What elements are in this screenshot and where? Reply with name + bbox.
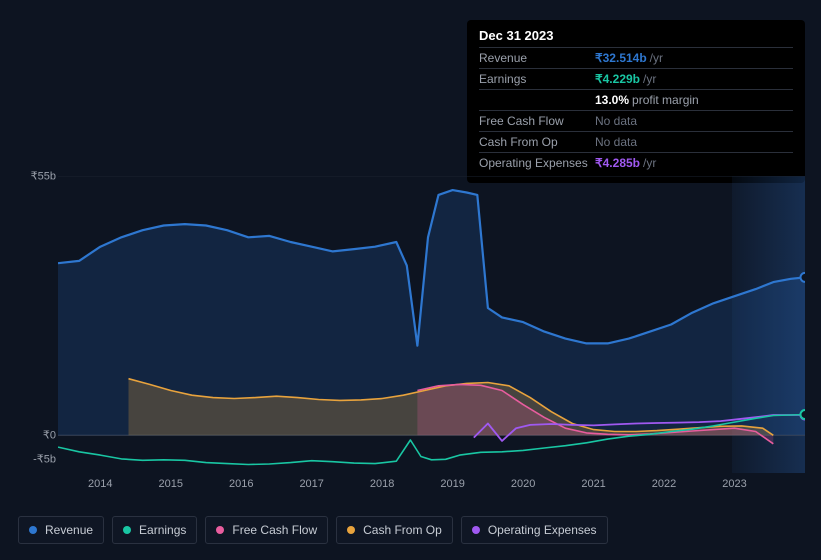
tooltip-value: ₹32.514b	[595, 51, 647, 65]
legend-dot-icon	[29, 526, 37, 534]
x-tick-label: 2022	[644, 478, 684, 490]
tooltip-label: Earnings	[479, 72, 595, 86]
x-tick-label: 2016	[221, 478, 261, 490]
tooltip-row: 13.0%profit margin	[479, 89, 793, 110]
series-end-marker-earnings	[801, 410, 806, 419]
chart-svg	[58, 176, 805, 473]
legend-item[interactable]: Revenue	[18, 516, 104, 544]
tooltip-label: Free Cash Flow	[479, 114, 595, 128]
y-tick-label: ₹0	[16, 429, 56, 442]
tooltip-value: No data	[595, 114, 637, 128]
y-tick-label: ₹55b	[16, 170, 56, 183]
legend-label: Revenue	[45, 523, 93, 537]
tooltip-row: Free Cash FlowNo data	[479, 110, 793, 131]
legend-item[interactable]: Earnings	[112, 516, 197, 544]
tooltip-row: Earnings₹4.229b/yr	[479, 68, 793, 89]
legend-dot-icon	[472, 526, 480, 534]
tooltip-row: Cash From OpNo data	[479, 131, 793, 152]
tooltip-label: Revenue	[479, 51, 595, 65]
tooltip-value: ₹4.229b	[595, 72, 640, 86]
legend-item[interactable]: Free Cash Flow	[205, 516, 328, 544]
tooltip-sublabel: profit margin	[632, 93, 699, 107]
tooltip-label: Cash From Op	[479, 135, 595, 149]
tooltip-row: Revenue₹32.514b/yr	[479, 47, 793, 68]
tooltip-value: 13.0%	[595, 93, 629, 107]
legend-label: Cash From Op	[363, 523, 442, 537]
legend-label: Operating Expenses	[488, 523, 597, 537]
x-tick-label: 2020	[503, 478, 543, 490]
x-tick-label: 2023	[715, 478, 755, 490]
legend-label: Earnings	[139, 523, 186, 537]
legend-label: Free Cash Flow	[232, 523, 317, 537]
tooltip-suffix: /yr	[643, 72, 656, 86]
tooltip-date: Dec 31 2023	[479, 28, 793, 47]
x-tick-label: 2018	[362, 478, 402, 490]
legend-dot-icon	[347, 526, 355, 534]
legend-dot-icon	[216, 526, 224, 534]
x-tick-label: 2015	[151, 478, 191, 490]
series-end-marker-revenue	[801, 273, 806, 282]
y-tick-label: -₹5b	[16, 452, 56, 465]
legend-item[interactable]: Operating Expenses	[461, 516, 608, 544]
tooltip-value: No data	[595, 135, 637, 149]
chart-area: ₹55b ₹0 -₹5b 2014 2015 2016 2017 2018 2019 2020 2…	[16, 158, 805, 514]
x-tick-label: 2017	[292, 478, 332, 490]
x-tick-label: 2014	[80, 478, 120, 490]
x-tick-label: 2019	[433, 478, 473, 490]
x-tick-label: 2021	[574, 478, 614, 490]
chart-legend: Revenue Earnings Free Cash Flow Cash From O…	[18, 516, 608, 544]
legend-item[interactable]: Cash From Op	[336, 516, 453, 544]
legend-dot-icon	[123, 526, 131, 534]
tooltip-suffix: /yr	[650, 51, 663, 65]
